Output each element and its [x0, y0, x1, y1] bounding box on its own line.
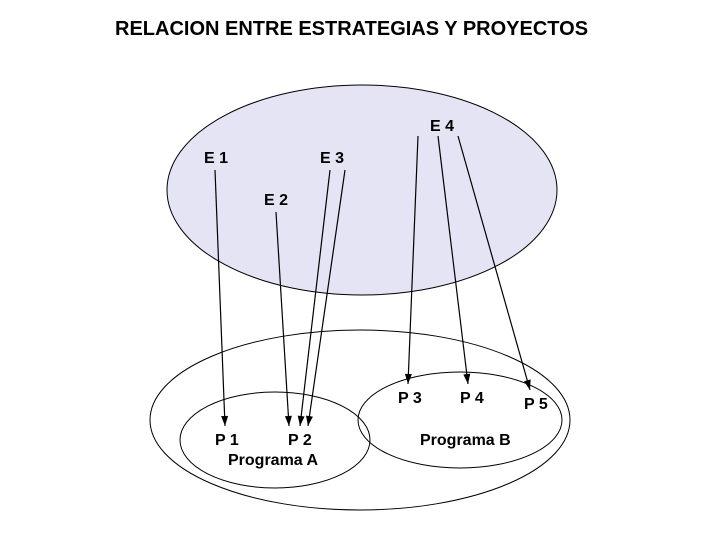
ellipse-projects-outer: [150, 330, 570, 510]
label-e4: E 4: [430, 118, 454, 136]
ellipse-strategies: [167, 85, 557, 295]
arrow-1-head: [285, 416, 292, 426]
arrow-6-head: [524, 379, 531, 390]
ellipse-programa-a: [180, 392, 370, 488]
diagram-svg: [0, 0, 720, 540]
arrow-0-head: [221, 416, 228, 426]
label-e2: E 2: [264, 192, 288, 210]
ellipse-programa-b: [358, 372, 562, 468]
arrow-5-head: [463, 374, 470, 384]
label-e1: E 1: [204, 150, 228, 168]
diagram-stage: RELACION ENTRE ESTRATEGIAS Y PROYECTOS E…: [0, 0, 720, 540]
label-p3: P 3: [398, 390, 422, 408]
label-e3: E 3: [320, 150, 344, 168]
label-p2: P 2: [288, 432, 312, 450]
arrow-3-head: [306, 416, 313, 426]
label-prog-a: Programa A: [228, 452, 318, 470]
label-p5: P 5: [524, 396, 548, 414]
label-p1: P 1: [215, 432, 239, 450]
arrow-2-head: [298, 416, 305, 426]
label-prog-b: Programa B: [420, 432, 511, 450]
label-p4: P 4: [460, 390, 484, 408]
page-title: RELACION ENTRE ESTRATEGIAS Y PROYECTOS: [115, 18, 588, 41]
